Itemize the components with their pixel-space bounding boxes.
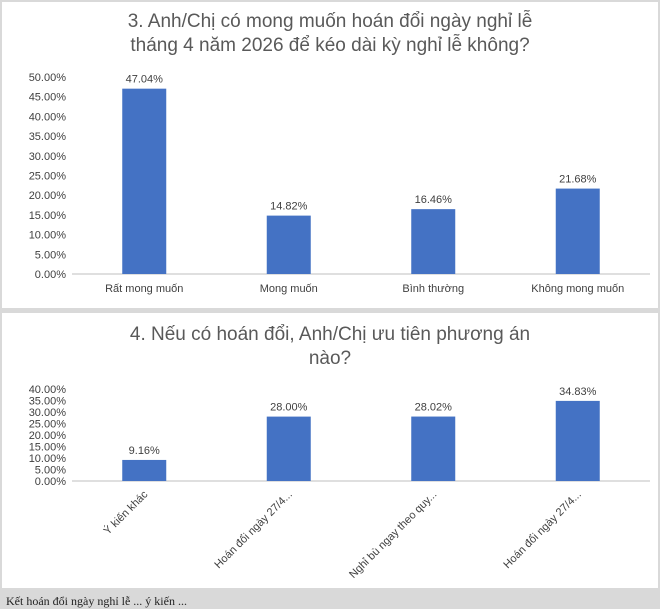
bar xyxy=(555,188,600,274)
bar xyxy=(122,459,167,481)
y-tick-label: 10.00% xyxy=(29,453,67,465)
y-tick-label: 30.00% xyxy=(29,151,67,163)
x-category-label: Ý kiến khác xyxy=(101,488,151,538)
data-label: 9.16% xyxy=(129,445,160,457)
x-category-label: Hoán đổi ngày 27/4... xyxy=(501,489,583,571)
chart-panel-question-4: 4. Nếu có hoán đổi, Anh/Chị ưu tiên phươ… xyxy=(2,313,658,588)
data-label: 28.02% xyxy=(415,402,453,414)
y-tick-label: 40.00% xyxy=(29,384,67,396)
y-tick-label: 45.00% xyxy=(29,92,67,104)
x-category-label: Không mong muốn xyxy=(531,283,624,295)
y-tick-label: 15.00% xyxy=(29,210,67,222)
bar xyxy=(122,88,167,274)
x-category-label: Rất mong muốn xyxy=(105,283,183,295)
bar xyxy=(411,209,456,274)
data-label: 21.68% xyxy=(559,174,597,186)
y-tick-label: 35.00% xyxy=(29,131,67,143)
data-label: 34.83% xyxy=(559,386,597,398)
y-tick-label: 5.00% xyxy=(35,249,66,261)
x-category-label: Bình thường xyxy=(402,283,464,295)
y-tick-label: 15.00% xyxy=(29,442,67,454)
chart-title-question-3: 3. Anh/Chị có mong muốn hoán đổi ngày ng… xyxy=(2,10,658,58)
y-tick-label: 40.00% xyxy=(29,111,67,123)
x-category-label: Hoán đổi ngày 27/4... xyxy=(212,489,294,571)
y-tick-label: 20.00% xyxy=(29,430,67,442)
chart-title-line-1: 3. Anh/Chị có mong muốn hoán đổi ngày ng… xyxy=(127,11,533,32)
y-tick-label: 5.00% xyxy=(35,465,66,477)
y-tick-label: 50.00% xyxy=(29,72,67,84)
data-label: 28.00% xyxy=(270,402,308,414)
x-category-label: Mong muốn xyxy=(260,283,318,295)
y-tick-label: 30.00% xyxy=(29,407,67,419)
y-tick-label: 35.00% xyxy=(29,396,67,408)
y-tick-label: 25.00% xyxy=(29,171,67,183)
data-label: 47.04% xyxy=(126,74,164,86)
bar xyxy=(266,416,311,481)
chart-title-line-1: 4. Nếu có hoán đổi, Anh/Chị ưu tiên phươ… xyxy=(129,324,531,345)
footer-caption: Kết hoán đổi ngày nghỉ lễ ... ý kiến ... xyxy=(6,594,187,608)
x-category-label: Nghỉ bù ngay theo quy... xyxy=(347,489,439,581)
bar-chart-question-4: 0.00%5.00%10.00%15.00%20.00%25.00%30.00%… xyxy=(29,384,650,581)
data-label: 14.82% xyxy=(270,201,308,213)
bar-chart-question-3: 0.00% 5.00% 10.00% 15.00% 20.00% 25.00% 30.00%… xyxy=(29,72,650,295)
bar xyxy=(555,400,600,481)
y-tick-label: 10.00% xyxy=(29,230,67,242)
chart-title-line-2: tháng 4 năm 2026 để kéo dài kỳ nghỉ lễ k… xyxy=(130,35,530,56)
y-tick-label: 0.00% xyxy=(35,269,66,281)
bar xyxy=(411,416,456,481)
data-label: 16.46% xyxy=(415,194,453,206)
chart-title-line-2: nào? xyxy=(308,348,352,369)
y-tick-label: 25.00% xyxy=(29,419,67,431)
y-tick-label: 20.00% xyxy=(29,190,67,202)
chart-panel-question-3: 3. Anh/Chị có mong muốn hoán đổi ngày ng… xyxy=(2,2,658,308)
y-tick-label: 0.00% xyxy=(35,476,66,488)
chart-title-question-4: 4. Nếu có hoán đổi, Anh/Chị ưu tiên phươ… xyxy=(2,323,658,371)
bar xyxy=(266,215,311,274)
